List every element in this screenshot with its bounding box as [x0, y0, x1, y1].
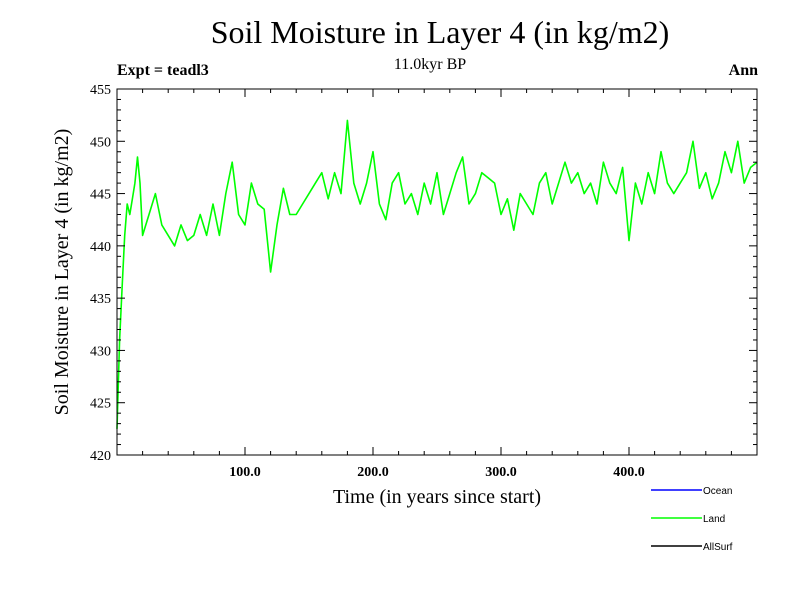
legend-label-land: Land: [703, 514, 725, 525]
y-tick-label: 430: [90, 344, 111, 359]
x-axis-label: Time (in years since start): [333, 486, 541, 508]
y-tick-label: 425: [90, 397, 111, 412]
legend-label-allsurf: AllSurf: [703, 542, 733, 553]
chart-subtitle: 11.0kyr BP: [393, 56, 467, 73]
legend-label-ocean: Ocean: [703, 486, 732, 497]
y-tick-label: 445: [90, 188, 111, 203]
chart-title: Soil Moisture in Layer 4 (in kg/m2): [210, 14, 670, 50]
experiment-label: Expt = teadl3: [117, 62, 209, 79]
y-tick-label: 455: [90, 83, 111, 98]
y-tick-label: 420: [90, 449, 111, 464]
y-tick-label: 450: [90, 135, 111, 150]
y-tick-label: 440: [90, 240, 111, 255]
x-tick-label: 200.0: [357, 465, 389, 480]
x-tick-label: 100.0: [229, 465, 261, 480]
series-line-land: [116, 119, 758, 429]
y-tick-label: 435: [90, 292, 111, 307]
x-tick-label: 300.0: [485, 465, 517, 480]
y-axis-label: Soil Moisture in Layer 4 (in kg/m2): [51, 129, 73, 416]
x-tick-label: 400.0: [613, 465, 645, 480]
plot-frame: [116, 88, 758, 456]
period-label: Ann: [728, 62, 758, 79]
